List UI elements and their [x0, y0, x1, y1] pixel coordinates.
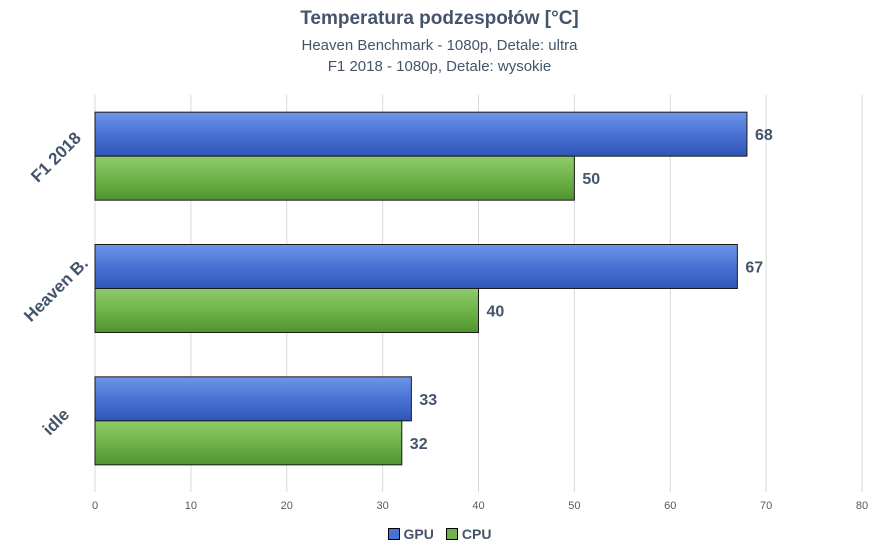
x-tick-label-30: 30 — [377, 500, 389, 512]
bar-gpu-heaven-b- — [94, 244, 738, 289]
category-label-1: Heaven B. — [20, 254, 92, 326]
data-label-gpu-idle: 33 — [419, 392, 437, 409]
x-tick-label-0: 0 — [92, 500, 98, 512]
x-tick-label-60: 60 — [664, 500, 676, 512]
data-label-gpu-f1-2018: 68 — [755, 127, 773, 144]
x-tick-label-70: 70 — [760, 500, 772, 512]
bar-cpu-heaven-b- — [94, 288, 479, 333]
chart-title: Temperatura podzespołów [°C] — [300, 8, 579, 29]
data-label-gpu-heaven-b-: 67 — [745, 260, 763, 277]
x-tick-label-20: 20 — [281, 500, 293, 512]
data-label-cpu-heaven-b-: 40 — [487, 304, 505, 321]
bar-gpu-idle — [94, 376, 412, 422]
legend: GPU CPU — [0, 526, 879, 542]
chart-subtitle-2: F1 2018 - 1080p, Detale: wysokie — [327, 58, 552, 75]
legend-item-gpu: GPU — [387, 526, 434, 542]
bar-cpu-f1-2018 — [94, 155, 575, 201]
legend-label-gpu: GPU — [403, 526, 434, 542]
legend-swatch-gpu — [387, 528, 400, 540]
legend-swatch-cpu — [445, 528, 458, 540]
bars — [94, 111, 748, 466]
x-tick-label-40: 40 — [472, 500, 484, 512]
x-tick-label-50: 50 — [568, 500, 580, 512]
chart-subtitle-1: Heaven Benchmark - 1080p, Detale: ultra — [301, 37, 578, 54]
legend-item-cpu: CPU — [445, 526, 492, 542]
bar-cpu-idle — [94, 420, 403, 466]
data-label-cpu-idle: 32 — [410, 436, 428, 453]
data-label-cpu-f1-2018: 50 — [582, 171, 600, 188]
x-tick-label-80: 80 — [856, 500, 868, 512]
x-tick-label-10: 10 — [185, 500, 197, 512]
category-label-2: idle — [39, 405, 73, 439]
legend-label-cpu: CPU — [461, 526, 492, 542]
bar-gpu-f1-2018 — [94, 111, 748, 157]
category-label-0: F1 2018 — [27, 129, 85, 187]
